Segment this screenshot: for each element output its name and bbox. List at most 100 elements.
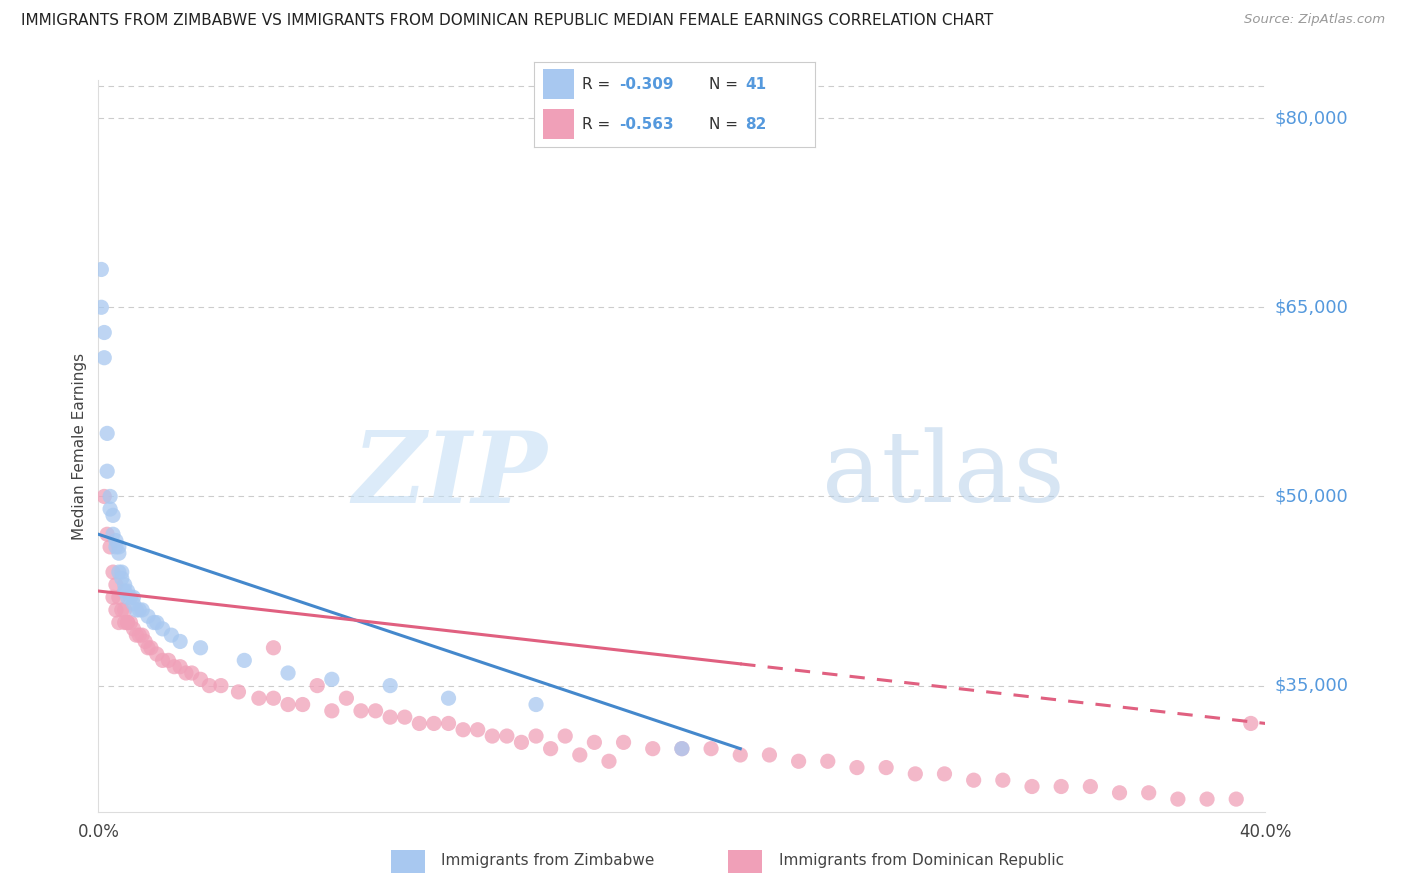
Point bbox=[131, 628, 153, 642]
Point bbox=[934, 767, 956, 781]
Point bbox=[700, 741, 723, 756]
Point bbox=[495, 729, 517, 743]
Point bbox=[451, 723, 474, 737]
Text: IMMIGRANTS FROM ZIMBABWE VS IMMIGRANTS FROM DOMINICAN REPUBLIC MEDIAN FEMALE EAR: IMMIGRANTS FROM ZIMBABWE VS IMMIGRANTS F… bbox=[21, 13, 994, 29]
Point bbox=[108, 591, 131, 605]
Point bbox=[335, 691, 357, 706]
Point bbox=[169, 634, 191, 648]
Point bbox=[1137, 786, 1160, 800]
Point bbox=[104, 540, 127, 554]
Point bbox=[98, 502, 121, 516]
Point bbox=[101, 565, 124, 579]
Point bbox=[728, 747, 751, 762]
Point bbox=[671, 741, 693, 756]
Point bbox=[277, 665, 299, 680]
Point bbox=[90, 300, 112, 314]
Point bbox=[787, 754, 810, 768]
Point bbox=[117, 584, 139, 599]
Point bbox=[134, 634, 156, 648]
Point bbox=[350, 704, 373, 718]
Point bbox=[1021, 780, 1043, 794]
Point bbox=[114, 615, 136, 630]
Point bbox=[120, 615, 142, 630]
Text: atlas: atlas bbox=[823, 427, 1064, 523]
Point bbox=[117, 615, 139, 630]
Text: Immigrants from Zimbabwe: Immigrants from Zimbabwe bbox=[441, 854, 655, 868]
Point bbox=[152, 622, 174, 636]
Point bbox=[209, 679, 232, 693]
Point bbox=[111, 565, 134, 579]
Point bbox=[101, 527, 124, 541]
Text: $35,000: $35,000 bbox=[1274, 677, 1348, 695]
Point bbox=[90, 262, 112, 277]
Point bbox=[114, 578, 136, 592]
Text: -0.563: -0.563 bbox=[619, 117, 673, 132]
Point bbox=[111, 571, 134, 585]
Point bbox=[96, 527, 118, 541]
Text: Source: ZipAtlas.com: Source: ZipAtlas.com bbox=[1244, 13, 1385, 27]
Point bbox=[111, 603, 134, 617]
Point bbox=[120, 591, 142, 605]
Point bbox=[233, 653, 256, 667]
Point bbox=[146, 615, 169, 630]
Point bbox=[93, 351, 115, 365]
Point bbox=[157, 653, 180, 667]
Point bbox=[1195, 792, 1218, 806]
Point bbox=[262, 640, 284, 655]
Text: R =: R = bbox=[582, 77, 616, 92]
Point bbox=[262, 691, 284, 706]
Point bbox=[437, 691, 460, 706]
Point bbox=[117, 615, 139, 630]
Point bbox=[875, 761, 897, 775]
Text: $65,000: $65,000 bbox=[1274, 298, 1348, 317]
Bar bbox=[728, 850, 762, 873]
Point bbox=[568, 747, 591, 762]
Y-axis label: Median Female Earnings: Median Female Earnings bbox=[72, 352, 87, 540]
Point bbox=[540, 741, 562, 756]
Point bbox=[174, 665, 197, 680]
Point bbox=[152, 653, 174, 667]
Point bbox=[125, 628, 148, 642]
Point bbox=[96, 426, 118, 441]
Point bbox=[524, 698, 547, 712]
Point bbox=[598, 754, 620, 768]
Point bbox=[104, 578, 127, 592]
Point bbox=[122, 622, 145, 636]
Point bbox=[139, 640, 162, 655]
Bar bbox=[543, 70, 574, 99]
Text: ZIP: ZIP bbox=[353, 427, 548, 524]
Point bbox=[198, 679, 221, 693]
Point bbox=[108, 565, 131, 579]
Point bbox=[128, 628, 150, 642]
Point bbox=[169, 659, 191, 673]
Point bbox=[583, 735, 606, 749]
Point bbox=[1225, 792, 1247, 806]
Point bbox=[467, 723, 489, 737]
Text: 82: 82 bbox=[745, 117, 766, 132]
Point bbox=[962, 773, 984, 788]
Point bbox=[817, 754, 839, 768]
Point bbox=[104, 603, 127, 617]
Point bbox=[991, 773, 1014, 788]
Point bbox=[247, 691, 270, 706]
Text: N =: N = bbox=[709, 117, 742, 132]
Point bbox=[128, 603, 150, 617]
Point bbox=[98, 490, 121, 504]
Text: N =: N = bbox=[709, 77, 742, 92]
Point bbox=[146, 647, 169, 661]
Point bbox=[108, 540, 131, 554]
Point bbox=[1167, 792, 1189, 806]
Point bbox=[93, 490, 115, 504]
Point bbox=[108, 546, 131, 560]
Text: $80,000: $80,000 bbox=[1274, 109, 1348, 128]
Point bbox=[163, 659, 186, 673]
Point bbox=[228, 685, 250, 699]
Point bbox=[1080, 780, 1102, 794]
Point bbox=[277, 698, 299, 712]
Point bbox=[122, 597, 145, 611]
Point bbox=[291, 698, 314, 712]
Point bbox=[93, 326, 115, 340]
Point bbox=[845, 761, 868, 775]
Point bbox=[1240, 716, 1263, 731]
Bar bbox=[543, 109, 574, 139]
